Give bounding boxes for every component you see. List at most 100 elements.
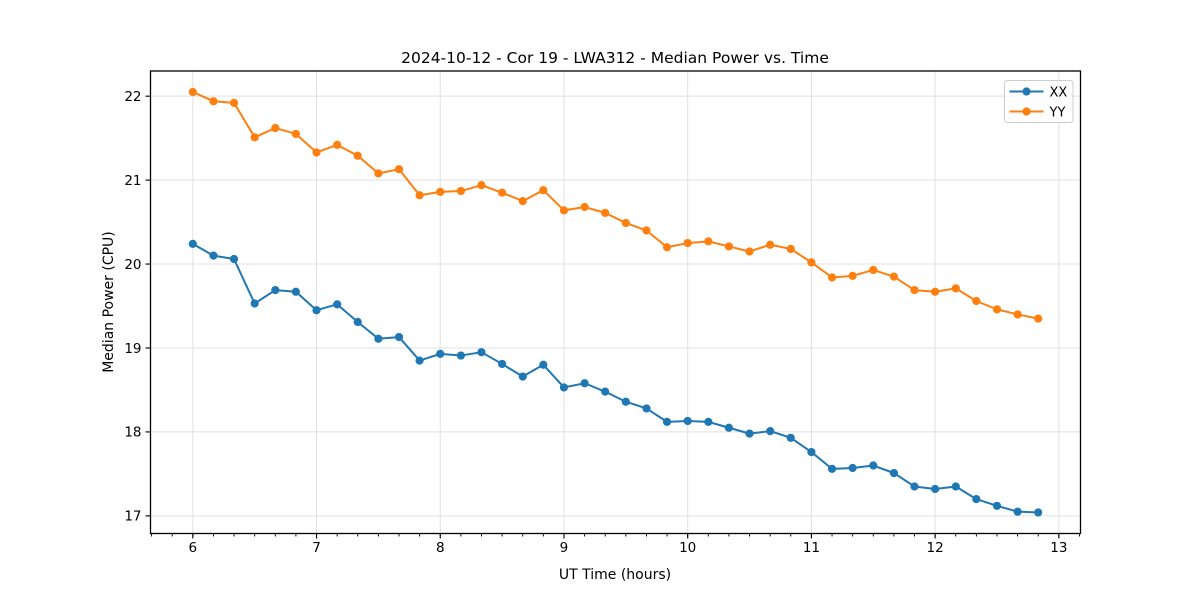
plot-border [149, 70, 1082, 535]
data-point-xx [188, 239, 197, 249]
data-point-xx [580, 379, 589, 388]
data-point-xx [786, 433, 795, 442]
data-point-xx [250, 299, 259, 308]
data-point-xx [477, 348, 486, 357]
data-point-yy [229, 98, 239, 107]
data-point-xx [972, 494, 981, 504]
data-point-yy [662, 243, 672, 252]
data-point-xx [869, 461, 878, 470]
data-point-yy [827, 273, 837, 282]
x-axis-label: UT Time (hours) [558, 567, 672, 583]
data-point-xx [271, 285, 280, 295]
data-point-yy [931, 287, 940, 296]
data-point-xx [415, 356, 424, 365]
data-point-yy [394, 165, 404, 174]
data-point-yy [580, 202, 589, 212]
data-point-yy [766, 240, 775, 249]
data-point-yy [271, 123, 280, 133]
y-tick-label: 22 [124, 89, 141, 105]
chart-title: 2024-10-12 - Cor 19 - LWA312 - Median Po… [401, 49, 829, 67]
data-point-yy [415, 191, 424, 200]
data-point-xx [436, 349, 445, 358]
data-point-xx [518, 372, 527, 381]
data-point-yy [250, 133, 259, 142]
data-point-xx [456, 351, 466, 360]
data-point-yy [972, 296, 981, 306]
data-point-yy [559, 206, 569, 215]
data-point-xx [559, 383, 569, 392]
y-tick-label: 17 [124, 509, 141, 525]
data-point-xx [539, 360, 548, 369]
data-point-yy [601, 208, 610, 217]
data-point-xx [951, 482, 960, 491]
data-point-xx [724, 423, 733, 432]
data-point-xx [229, 254, 239, 264]
data-point-yy [1034, 314, 1043, 323]
data-point-yy [291, 129, 300, 139]
data-point-yy [642, 226, 651, 235]
data-point-xx [642, 404, 651, 413]
data-point-xx [992, 501, 1002, 510]
series-line-yy [191, 90, 1040, 320]
legend-label-yy: YY [1049, 105, 1066, 120]
data-point-yy [786, 244, 795, 254]
data-point-yy [683, 238, 692, 248]
x-tick-label: 8 [436, 540, 445, 556]
data-point-xx [662, 417, 672, 426]
data-point-xx [807, 447, 816, 457]
data-point-xx [209, 251, 218, 260]
data-point-yy [992, 305, 1002, 314]
data-point-yy [745, 247, 754, 256]
data-point-yy [704, 237, 713, 246]
data-point-yy [724, 242, 733, 251]
x-tick-label: 10 [679, 540, 696, 556]
data-point-xx [601, 387, 610, 396]
data-point-yy [951, 284, 960, 293]
legend-marker-xx [1022, 87, 1031, 96]
data-point-xx [291, 287, 300, 296]
x-tick-label: 11 [803, 540, 820, 556]
y-axis-label: Median Power (CPU) [101, 231, 117, 373]
data-point-yy [910, 285, 919, 295]
data-point-xx [745, 429, 754, 438]
legend-label-xx: XX [1050, 85, 1068, 100]
data-point-yy [436, 187, 445, 196]
data-point-yy [333, 140, 342, 149]
data-point-yy [869, 265, 878, 275]
data-point-yy [188, 87, 197, 97]
x-tick-label: 12 [927, 540, 944, 556]
data-point-xx [827, 464, 837, 473]
y-tick-label: 19 [124, 341, 141, 357]
data-point-yy [477, 181, 486, 190]
data-point-yy [1013, 310, 1022, 319]
data-point-yy [518, 197, 527, 206]
data-point-yy [209, 97, 218, 106]
data-point-yy [621, 218, 630, 228]
x-tick-label: 13 [1050, 540, 1067, 556]
data-point-yy [807, 258, 816, 267]
x-tick-label: 9 [560, 540, 569, 556]
data-point-xx [848, 463, 857, 473]
data-point-xx [312, 306, 321, 315]
y-tick-label: 21 [124, 173, 141, 189]
y-tick-label: 18 [124, 425, 141, 441]
data-point-yy [539, 186, 548, 195]
data-point-xx [889, 468, 899, 478]
data-point-xx [353, 317, 362, 327]
data-point-yy [848, 271, 857, 280]
y-tick-label: 20 [124, 257, 141, 273]
data-point-yy [456, 186, 466, 196]
data-point-xx [621, 397, 630, 406]
data-point-xx [766, 427, 775, 436]
data-point-yy [312, 148, 321, 157]
data-point-yy [889, 272, 899, 281]
data-point-xx [498, 359, 507, 369]
data-point-yy [353, 151, 362, 160]
data-point-xx [1034, 508, 1043, 517]
data-point-xx [333, 300, 342, 309]
x-tick-label: 7 [312, 540, 321, 556]
series-line-xx [191, 242, 1040, 514]
data-point-xx [910, 482, 919, 491]
